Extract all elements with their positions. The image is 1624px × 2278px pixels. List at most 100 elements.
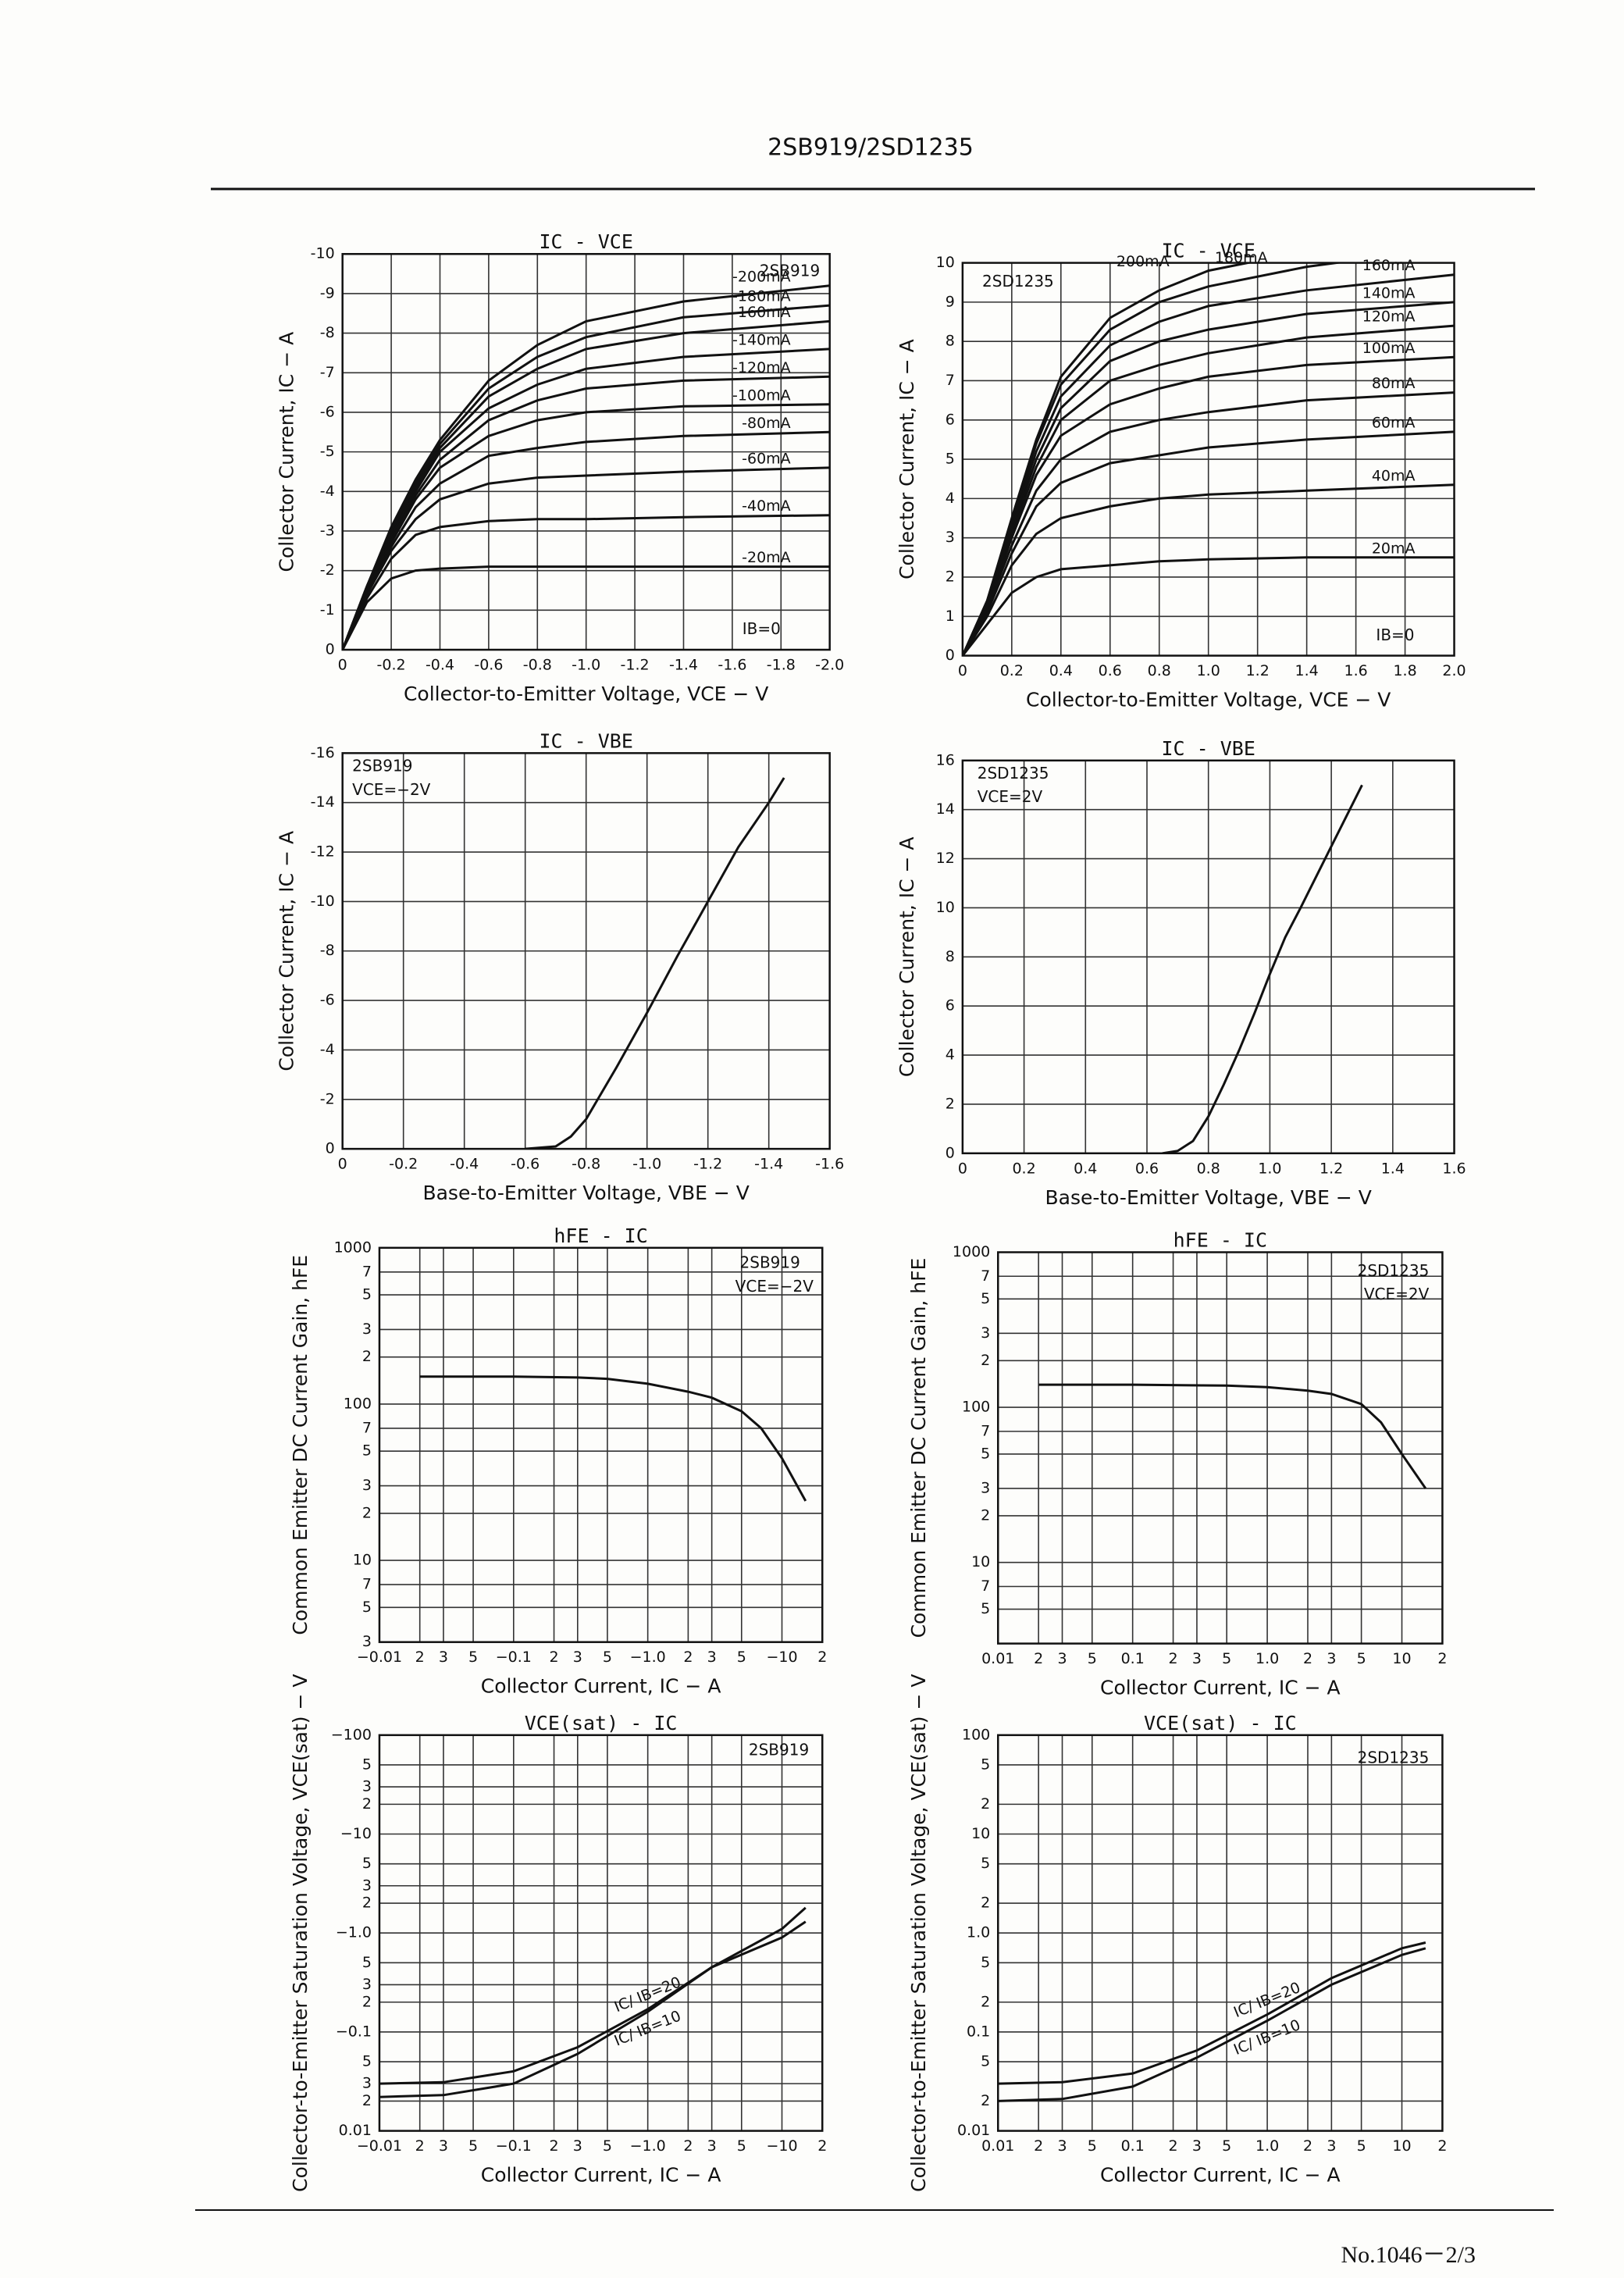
x-tick-label: 1.8 [1393,662,1416,679]
annotation: VCE=2V [1364,1285,1430,1303]
y-tick-label: 5 [362,2053,372,2070]
y-tick-label: 12 [936,850,955,867]
curve [379,1906,807,2085]
x-tick-label: 5 [1088,2137,1097,2155]
x-tick-label: -0.4 [450,1156,479,1173]
y-tick-label: 2 [946,1095,955,1112]
y-tick-label: 1000 [953,1243,990,1260]
y-tick-label: -6 [320,403,335,420]
x-tick-label: 1.4 [1381,1160,1405,1177]
chart-title: IC - VBE [1161,737,1255,760]
x-tick-label: -0.8 [523,657,552,674]
x-tick-label: 2 [1303,1650,1312,1667]
x-axis-label: Collector-to-Emitter Voltage, VCE − V [1026,689,1391,711]
y-tick-label: 8 [946,333,955,350]
curve-label: 200mA [1116,253,1170,270]
y-tick-label: 10 [971,1553,990,1570]
x-tick-label: -0.6 [511,1156,540,1173]
y-tick-label: 5 [981,1445,990,1462]
y-tick-label: 7 [362,1419,372,1436]
y-tick-label: -7 [320,364,335,381]
page-number: No.1046－2/3 [1341,2242,1476,2268]
curve [525,777,785,1150]
y-tick-label: 1 [946,608,955,625]
plot-frame [961,262,1455,657]
y-tick-label: −100 [331,1726,372,1743]
y-tick-label: 10 [971,1825,990,1842]
chart-title: IC - VBE [539,729,632,752]
y-tick-label: 5 [946,451,955,468]
x-tick-label: -1.4 [669,657,698,674]
x-tick-label: 3 [1192,1650,1202,1667]
y-tick-label: 3 [981,1479,990,1496]
y-tick-label: −10 [340,1825,372,1842]
y-tick-label: 7 [946,372,955,389]
plot-frame [961,759,1455,1155]
x-tick-label: -1.8 [767,657,796,674]
y-tick-label: 3 [362,1778,372,1795]
x-tick-label: 2 [1034,2137,1043,2155]
annotation: 2SD1235 [1358,1261,1430,1280]
y-axis-label: Collector Current, IC − A [276,831,298,1071]
y-tick-label: -2 [320,1090,335,1107]
annotation: 2SB919 [740,1253,800,1272]
x-tick-label: 2 [1437,1650,1447,1667]
chart: hFE - IC Collector Current, IC − A Common … [907,1228,1447,1699]
y-tick-label: -10 [311,893,335,910]
curve-label: 100mA [1362,340,1416,357]
x-axis-label: Collector Current, IC − A [481,2164,721,2187]
y-tick-label: 5 [981,1954,990,1971]
x-tick-label: 0.6 [1135,1160,1159,1177]
y-tick-label: 14 [936,800,955,818]
y-tick-label: 5 [362,1954,372,1971]
y-tick-label: 3 [362,1321,372,1338]
chart: IC - VCE Collector-to-Emitter Voltage, VC… [896,240,1466,711]
y-tick-label: -12 [311,843,335,861]
x-axis-label: Base-to-Emitter Voltage, VBE − V [1045,1186,1371,1209]
annotation: IB=0 [1376,626,1414,644]
x-tick-label: 2.0 [1442,662,1466,679]
x-tick-label: 1.6 [1442,1160,1466,1177]
curve-label: -100mA [732,387,791,404]
x-tick-label: -0.2 [377,657,406,674]
x-tick-label: 2 [1169,1650,1178,1667]
y-tick-label: 3 [981,1324,990,1342]
chart: VCE(sat) - IC Collector Current, IC − A Co… [289,1674,827,2192]
curve-label: 160mA [1362,257,1416,274]
curve-label: -40mA [742,497,791,515]
y-tick-label: 2 [981,1506,990,1524]
y-tick-label: 7 [981,1267,990,1285]
x-tick-label: 5 [468,1649,478,1666]
x-axis-label: Collector Current, IC − A [481,1675,721,1698]
y-tick-label: 100 [344,1395,372,1412]
curve-label: 80mA [1372,375,1416,392]
curve [379,1920,807,2098]
x-tick-label: -1.4 [754,1156,783,1173]
x-tick-label: 2 [1034,1650,1043,1667]
y-tick-label: 5 [362,1599,372,1616]
y-tick-label: 2 [981,1895,990,1912]
plot-frame [378,1246,824,1643]
y-tick-label: 3 [946,529,955,546]
x-tick-label: −0.01 [357,1649,402,1666]
annotation: 2SB919 [760,262,820,280]
x-tick-label: 0.4 [1074,1160,1097,1177]
y-tick-label: 5 [981,1600,990,1617]
curve [962,430,1455,656]
y-tick-label: 4 [946,1046,955,1064]
annotation: 2SB919 [352,757,412,775]
annotation: 2SD1235 [1358,1749,1430,1767]
y-tick-label: 4 [946,490,955,507]
y-tick-label: 2 [362,1795,372,1813]
curve-label: 60mA [1372,414,1416,431]
annotation: VCE=−2V [352,780,431,799]
y-tick-label: -16 [311,744,335,761]
y-tick-label: 0.01 [957,2122,990,2139]
x-tick-label: 5 [1357,1650,1366,1667]
y-tick-label: 0 [946,647,955,664]
x-tick-label: -1.0 [632,1156,661,1173]
y-tick-label: 1.0 [967,1924,990,1941]
y-tick-label: 6 [946,997,955,1014]
x-tick-label: 0.01 [981,2137,1014,2155]
x-tick-label: -1.2 [621,657,650,674]
